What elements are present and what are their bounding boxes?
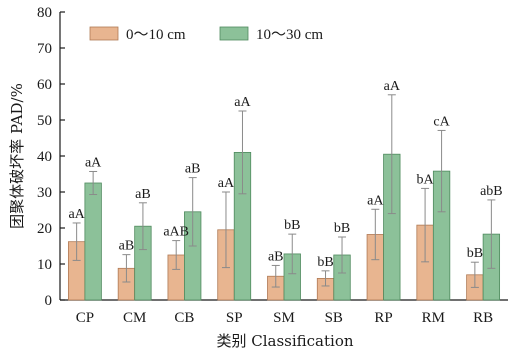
significance-label: bA <box>417 172 435 187</box>
x-tick-label: RP <box>374 310 392 326</box>
significance-label: bB <box>284 218 300 233</box>
significance-label: cA <box>433 114 450 129</box>
x-tick-label: RB <box>473 310 493 326</box>
x-tick-label: RM <box>422 310 445 326</box>
y-tick-label: 60 <box>37 77 52 93</box>
x-tick-label: CP <box>76 310 94 326</box>
legend: 0～10 cm 10～30 cm <box>89 26 323 43</box>
y-tick-label: 10 <box>37 257 52 273</box>
significance-label: bB <box>334 221 350 236</box>
legend-label: 10～30 cm <box>256 27 323 43</box>
x-axis-title: 类别 Classification <box>216 332 353 350</box>
x-tick-label: CM <box>123 310 146 326</box>
x-tick-label: SM <box>273 310 295 326</box>
y-tick-label: 20 <box>37 221 52 237</box>
significance-label: bB <box>317 255 333 270</box>
significance-label: aA <box>218 176 235 191</box>
significance-label: abB <box>480 184 503 199</box>
significance-label: aA <box>234 95 251 110</box>
significance-label: aA <box>68 207 85 222</box>
significance-label: aA <box>367 193 384 208</box>
significance-label: aB <box>135 187 151 202</box>
significance-label: aB <box>185 162 201 177</box>
significance-label: aB <box>119 239 135 254</box>
legend-label: 0～10 cm <box>126 27 186 43</box>
significance-label: bB <box>467 246 483 261</box>
x-tick-label: CB <box>174 310 194 326</box>
x-tick-label: SB <box>325 310 343 326</box>
significance-label: aA <box>85 155 102 170</box>
y-tick-label: 30 <box>37 185 52 201</box>
legend-swatch <box>89 26 119 41</box>
y-tick-label: 70 <box>37 41 52 57</box>
significance-labels: aA aA aB aB aAB aB aA aA aB bB bB bB aA aA bA cA bB abB <box>68 79 502 270</box>
y-axis-title: 团聚体破坏率 PAD/% <box>8 83 26 229</box>
y-tick-label: 40 <box>37 149 52 165</box>
bar <box>84 182 102 301</box>
y-axis: 0 10 20 30 40 50 60 70 80 <box>37 5 65 309</box>
legend-swatch <box>219 26 249 41</box>
x-tick-label: SP <box>226 310 243 326</box>
x-axis: CP CM CB SP SM SB RP RM RB <box>60 299 508 326</box>
bars <box>67 151 501 301</box>
error-bars <box>72 94 496 288</box>
y-tick-label: 80 <box>37 5 52 21</box>
y-tick-label: 50 <box>37 113 52 129</box>
significance-label: aB <box>268 249 284 264</box>
y-tick-label: 0 <box>45 293 53 309</box>
significance-label: aAB <box>163 225 189 240</box>
significance-label: aA <box>384 79 401 94</box>
